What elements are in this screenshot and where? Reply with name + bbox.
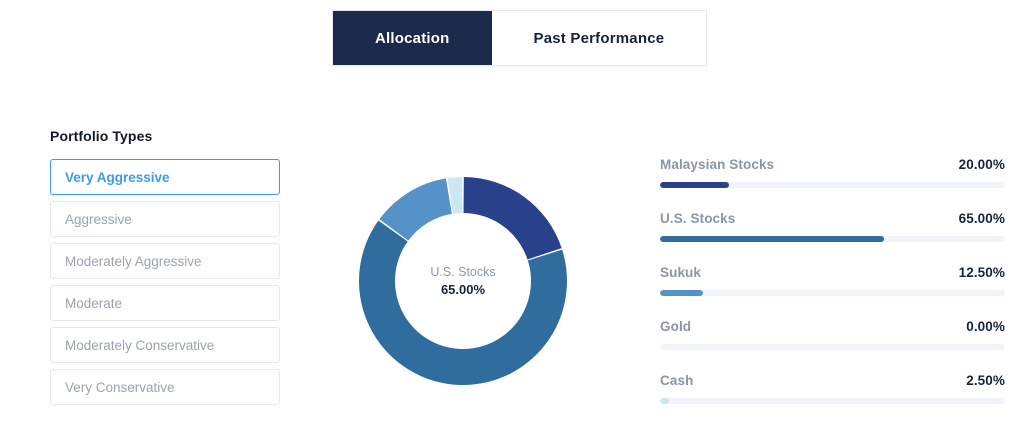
allocation-progress-track [660, 398, 1005, 404]
view-tabs: Allocation Past Performance [332, 10, 708, 66]
sidebar-item-moderate[interactable]: Moderate [50, 285, 280, 321]
allocation-row-gold: Gold 0.00% [660, 319, 1005, 350]
sidebar-item-label: Moderately Conservative [65, 337, 215, 353]
sidebar-title: Portfolio Types [50, 128, 153, 144]
allocation-progress-track [660, 182, 1005, 188]
allocation-breakdown-list: Malaysian Stocks 20.00% U.S. Stocks 65.0… [660, 157, 1005, 404]
allocation-value: 2.50% [966, 373, 1005, 388]
sidebar-item-label: Moderate [65, 295, 123, 311]
allocation-progress-fill [660, 182, 729, 188]
donut-slice-malaysian-stocks[interactable] [463, 177, 562, 260]
allocation-value: 65.00% [958, 211, 1005, 226]
sidebar-item-label: Very Aggressive [65, 169, 170, 185]
sidebar-item-label: Moderately Aggressive [65, 253, 202, 269]
allocation-label: Cash [660, 373, 694, 388]
sidebar-item-label: Aggressive [65, 211, 132, 227]
portfolio-types-sidebar: Portfolio Types Very Aggressive Aggressi… [50, 128, 280, 411]
allocation-progress-fill [660, 236, 885, 242]
allocation-row-header: Cash 2.50% [660, 373, 1005, 388]
sidebar-item-very-aggressive[interactable]: Very Aggressive [50, 159, 280, 195]
allocation-value: 0.00% [966, 319, 1005, 334]
allocation-label: U.S. Stocks [660, 211, 736, 226]
allocation-label: Malaysian Stocks [660, 157, 775, 172]
donut-svg [359, 177, 567, 385]
sidebar-item-aggressive[interactable]: Aggressive [50, 201, 280, 237]
allocation-row-header: Malaysian Stocks 20.00% [660, 157, 1005, 172]
allocation-donut-chart: U.S. Stocks 65.00% [345, 163, 581, 399]
allocation-row-header: U.S. Stocks 65.00% [660, 211, 1005, 226]
donut-slice-sukuk[interactable] [379, 178, 452, 241]
allocation-label: Gold [660, 319, 692, 334]
allocation-row-header: Gold 0.00% [660, 319, 1005, 334]
sidebar-item-moderately-conservative[interactable]: Moderately Conservative [50, 327, 280, 363]
allocation-row-us-stocks: U.S. Stocks 65.00% [660, 211, 1005, 242]
allocation-label: Sukuk [660, 265, 702, 280]
allocation-progress-track [660, 290, 1005, 296]
allocation-value: 12.50% [958, 265, 1005, 280]
allocation-progress-track [660, 344, 1005, 350]
sidebar-item-label: Very Conservative [65, 379, 175, 395]
allocation-progress-track [660, 236, 1005, 242]
allocation-progress-fill [660, 398, 669, 404]
donut-slice-cash[interactable] [447, 177, 463, 214]
sidebar-item-moderately-aggressive[interactable]: Moderately Aggressive [50, 243, 280, 279]
allocation-row-malaysian-stocks: Malaysian Stocks 20.00% [660, 157, 1005, 188]
allocation-progress-fill [660, 290, 704, 296]
allocation-row-cash: Cash 2.50% [660, 373, 1005, 404]
allocation-value: 20.00% [958, 157, 1005, 172]
sidebar-item-very-conservative[interactable]: Very Conservative [50, 369, 280, 405]
tab-allocation[interactable]: Allocation [333, 11, 492, 65]
donut-slice-u-s-stocks[interactable] [359, 220, 567, 385]
allocation-row-sukuk: Sukuk 12.50% [660, 265, 1005, 296]
tab-past-performance[interactable]: Past Performance [491, 11, 707, 65]
allocation-row-header: Sukuk 12.50% [660, 265, 1005, 280]
